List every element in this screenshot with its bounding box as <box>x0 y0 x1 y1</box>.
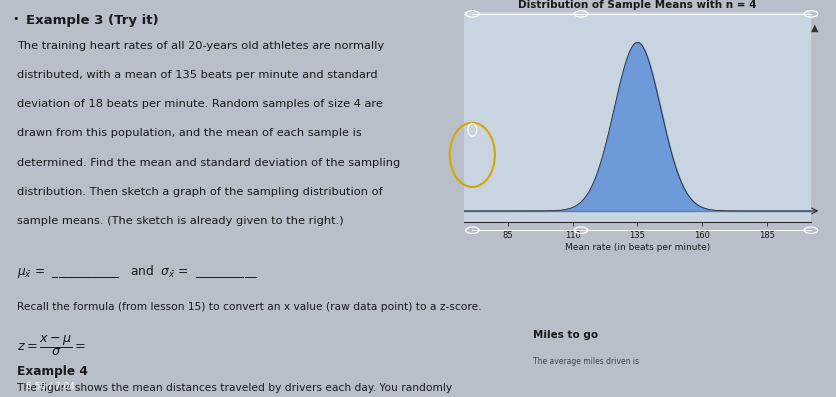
Text: distribution. Then sketch a graph of the sampling distribution of: distribution. Then sketch a graph of the… <box>18 187 383 197</box>
Text: Miles to go: Miles to go <box>533 330 599 340</box>
Text: 6:50 / 7:04: 6:50 / 7:04 <box>26 382 74 391</box>
X-axis label: Mean rate (in beats per minute): Mean rate (in beats per minute) <box>565 243 710 252</box>
Text: drawn from this population, and the mean of each sample is: drawn from this population, and the mean… <box>18 129 362 139</box>
Text: determined. Find the mean and standard deviation of the sampling: determined. Find the mean and standard d… <box>18 158 400 168</box>
Text: sample means. (The sketch is already given to the right.): sample means. (The sketch is already giv… <box>18 216 344 226</box>
Title: Distribution of Sample Means with n = 4: Distribution of Sample Means with n = 4 <box>518 0 757 10</box>
Text: The training heart rates of all 20-years old athletes are normally: The training heart rates of all 20-years… <box>18 41 385 51</box>
Text: $\mu_{\bar{x}}$ =  ___________   and  $\sigma_{\bar{x}}$ =  __________: $\mu_{\bar{x}}$ = ___________ and $\sigm… <box>18 263 258 280</box>
Text: distributed, with a mean of 135 beats per minute and standard: distributed, with a mean of 135 beats pe… <box>18 70 378 80</box>
Text: Example 4: Example 4 <box>18 365 88 378</box>
Text: •: • <box>13 14 19 24</box>
Text: Example 3 (Try it): Example 3 (Try it) <box>26 14 159 27</box>
Text: The figure shows the mean distances traveled by drivers each day. You randomly: The figure shows the mean distances trav… <box>18 384 452 393</box>
Text: $z = \dfrac{x - \mu}{\sigma} =$: $z = \dfrac{x - \mu}{\sigma} =$ <box>18 333 86 358</box>
Text: ▲: ▲ <box>811 23 818 33</box>
Text: deviation of 18 beats per minute. Random samples of size 4 are: deviation of 18 beats per minute. Random… <box>18 99 383 109</box>
Text: The average miles driven is: The average miles driven is <box>533 357 640 366</box>
Text: Recall the formula (from lesson 15) to convert an x value (raw data point) to a : Recall the formula (from lesson 15) to c… <box>18 302 482 312</box>
